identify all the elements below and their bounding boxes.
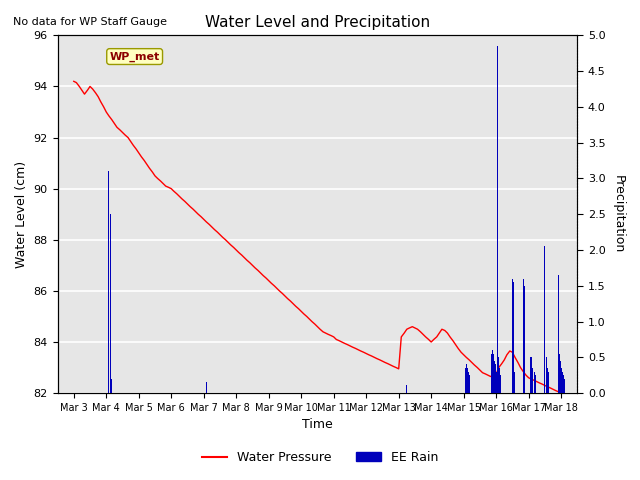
Bar — [465, 368, 466, 393]
Legend: Water Pressure, EE Rain: Water Pressure, EE Rain — [196, 446, 444, 469]
Bar — [558, 275, 559, 393]
Bar — [109, 214, 111, 393]
Bar — [468, 372, 469, 393]
Bar — [496, 372, 497, 393]
Bar — [530, 357, 531, 393]
Bar — [512, 278, 513, 393]
Bar — [406, 384, 407, 393]
Bar — [546, 357, 547, 393]
Bar — [499, 368, 500, 393]
Bar — [111, 386, 112, 393]
Bar — [562, 372, 563, 393]
Title: Water Level and Precipitation: Water Level and Precipitation — [205, 15, 430, 30]
Bar — [492, 350, 493, 393]
Bar — [467, 368, 468, 393]
Bar — [524, 286, 525, 393]
Bar — [531, 361, 532, 393]
Bar — [548, 372, 549, 393]
Bar — [513, 282, 514, 393]
Bar — [494, 361, 495, 393]
Bar — [559, 354, 560, 393]
X-axis label: Time: Time — [302, 419, 333, 432]
Bar — [497, 46, 498, 393]
Bar — [532, 368, 533, 393]
Bar — [469, 375, 470, 393]
Bar — [525, 364, 527, 393]
Bar — [535, 375, 536, 393]
Y-axis label: Water Level (cm): Water Level (cm) — [15, 161, 28, 268]
Bar — [493, 354, 494, 393]
Text: No data for WP Staff Gauge: No data for WP Staff Gauge — [13, 17, 167, 27]
Bar — [108, 171, 109, 393]
Bar — [206, 383, 207, 393]
Bar — [560, 361, 561, 393]
Y-axis label: Precipitation: Precipitation — [612, 175, 625, 253]
Bar — [547, 368, 548, 393]
Bar — [466, 364, 467, 393]
Bar — [491, 354, 492, 393]
Bar — [563, 375, 564, 393]
Text: WP_met: WP_met — [109, 51, 160, 62]
Bar — [500, 379, 502, 393]
Bar — [531, 357, 532, 393]
